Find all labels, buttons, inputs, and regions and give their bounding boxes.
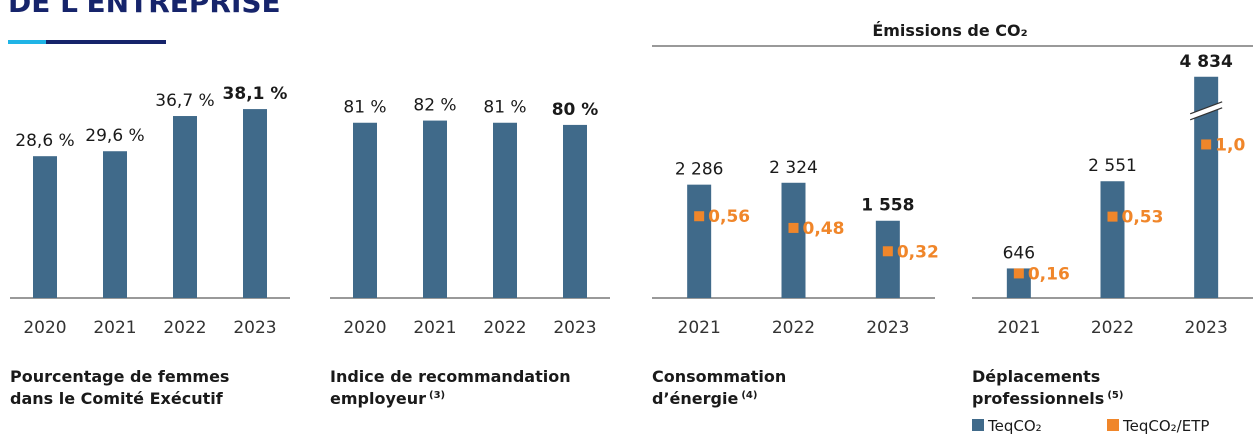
x-tick-label: 2021 [413,318,456,338]
bar [173,116,197,298]
marker [1201,139,1212,150]
value-label: 1,0 [1215,135,1245,155]
axis-break [1189,107,1223,121]
marker [882,246,893,257]
legend-swatch [1107,419,1119,431]
value-label: 80 % [552,100,599,120]
value-label: 81 % [343,98,386,118]
underline [46,40,166,44]
axis-break-gap [1189,102,1224,120]
value-label: 82 % [413,96,456,116]
chart-title-line: Déplacements [972,367,1100,386]
x-tick-label: 2022 [1091,318,1134,338]
chart-title-line: Consommation [652,367,786,386]
footnote-ref: (3) [429,390,445,401]
value-label: 29,6 % [85,126,144,146]
x-tick-label: 2020 [23,318,66,338]
x-tick-label: 2021 [678,318,721,338]
chart-title-line: d’énergie [652,389,738,408]
value-label: 28,6 % [15,131,74,151]
value-label: 0,56 [708,207,750,227]
bar [103,151,127,298]
axis-break [1189,101,1223,115]
value-label: 4 834 [1180,52,1233,72]
legend-label: TeqCO₂/ETP [1122,417,1209,435]
value-label: 2 551 [1088,156,1137,176]
group-title: Émissions de CO₂ [872,21,1027,40]
chart-title: Indice de recommandation [330,367,571,386]
x-tick-label: 2021 [997,318,1040,338]
chart-title: Déplacements [972,367,1100,386]
x-tick-label: 2023 [866,318,909,338]
value-label: 38,1 % [223,84,288,104]
bar [243,109,267,299]
x-tick-label: 2023 [1185,318,1228,338]
marker [1013,268,1024,279]
bar [493,122,517,298]
bar [563,124,587,298]
legend-swatch [972,419,984,431]
x-tick-label: 2020 [343,318,386,338]
chart-title: dans le Comité Exécutif [10,389,224,408]
chart-title: professionnels (5) [972,389,1123,408]
x-tick-label: 2022 [163,318,206,338]
underline-accent [8,40,46,44]
legend-label: TeqCO₂ [987,417,1042,435]
value-label: 0,32 [897,242,939,262]
bar [1100,181,1125,298]
marker [694,211,705,222]
value-label: 81 % [483,98,526,118]
value-label: 36,7 % [155,91,214,111]
x-tick-label: 2022 [772,318,815,338]
bar [687,184,712,298]
value-label: 0,53 [1122,208,1164,228]
marker [1107,211,1118,222]
marker [788,222,799,233]
value-label: 646 [1003,243,1035,263]
bar [423,120,447,298]
x-tick-label: 2022 [483,318,526,338]
chart-title-line: Pourcentage de femmes [10,367,229,386]
value-label: 2 286 [675,160,724,180]
value-label: 2 324 [769,158,818,178]
x-tick-label: 2023 [233,318,276,338]
chart-title: d’énergie (4) [652,389,757,408]
chart-title: Consommation [652,367,786,386]
x-tick-label: 2023 [553,318,596,338]
header-title: DE L'ENTREPRISE [8,0,281,19]
bar [1006,268,1031,298]
chart-title: employeur (3) [330,389,445,408]
footnote-ref: (4) [741,390,757,401]
bar [353,122,377,298]
bar [33,156,57,298]
x-tick-label: 2021 [93,318,136,338]
bar [875,220,900,298]
value-label: 1 558 [861,196,914,216]
chart-title-line: employeur [330,389,426,408]
value-label: 0,48 [803,219,845,239]
chart-title-line: dans le Comité Exécutif [10,389,224,408]
chart-title-line: Indice de recommandation [330,367,571,386]
footnote-ref: (5) [1107,390,1123,401]
chart-title: Pourcentage de femmes [10,367,229,386]
bar [781,182,806,298]
chart-title-line: professionnels [972,389,1104,408]
value-label: 0,16 [1028,264,1070,284]
